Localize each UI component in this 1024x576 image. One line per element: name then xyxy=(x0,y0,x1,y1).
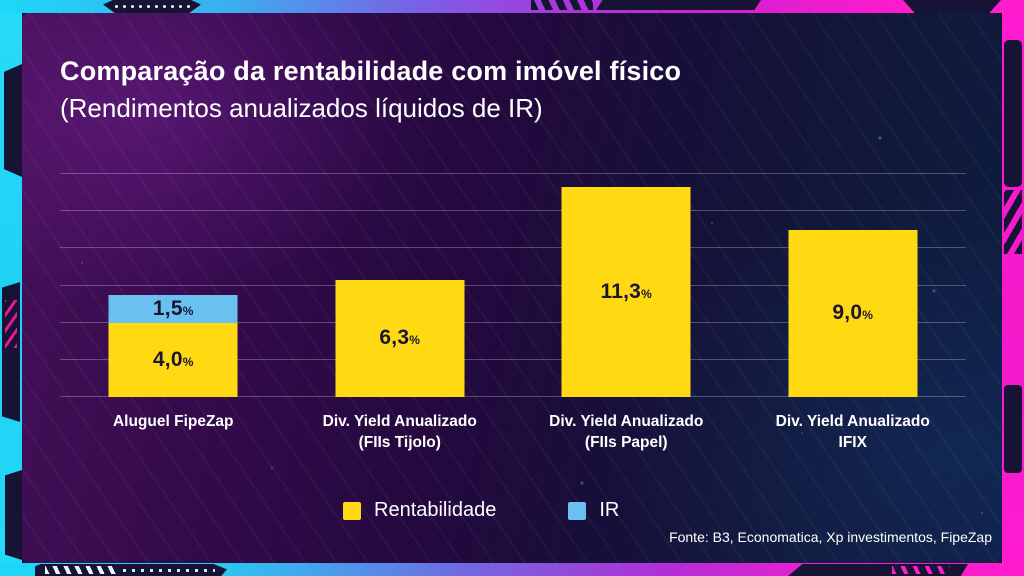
bottom-right-ornament xyxy=(788,564,968,576)
top-border-strip xyxy=(0,0,1024,13)
left-edge-ornament-bottom xyxy=(5,470,22,560)
chart-legend: Rentabilidade IR xyxy=(343,499,619,522)
value-label: 6,3% xyxy=(379,326,421,350)
percent-sign: % xyxy=(641,287,652,301)
percent-sign: % xyxy=(182,303,194,318)
hazard-stripes-icon xyxy=(5,300,17,348)
bars-row: 4,0% 1,5% Aluguel FipeZap 6,3% Div. Yield An… xyxy=(60,174,967,451)
bar: 6,3% xyxy=(335,279,465,397)
gridline xyxy=(60,173,966,174)
hazard-stripes-icon xyxy=(45,566,117,574)
percent-sign: % xyxy=(182,354,194,369)
category-label: Aluguel FipeZap xyxy=(112,413,234,430)
bottom-left-ornament xyxy=(35,564,227,576)
bar-group: 4,0% 1,5% Aluguel FipeZap xyxy=(60,174,287,430)
right-edge-chevrons-icon xyxy=(1004,190,1022,254)
page-subtitle: (Rendimentos anualizados líquidos de IR) xyxy=(60,93,543,123)
dotted-line-icon xyxy=(123,568,215,572)
bar-segment-rentabilidade: 4,0% xyxy=(108,322,238,397)
bar-group: 11,3% Div. Yield Anualizado (FIIs Papel) xyxy=(513,174,740,451)
category-label: Div. Yield Anualizado (FIIs Papel) xyxy=(549,413,704,451)
infographic-panel: Comparação da rentabilidade com imóvel f… xyxy=(22,13,1002,563)
right-edge-ornament-bottom xyxy=(1004,385,1022,473)
value-label: 9,0% xyxy=(832,301,874,325)
bar-segment-rentabilidade: 9,0% xyxy=(788,229,918,397)
gridline xyxy=(60,247,966,249)
top-trapezoid-ornament xyxy=(903,0,1001,13)
bar-segment-rentabilidade: 11,3% xyxy=(561,187,691,397)
ir-swatch-icon xyxy=(568,501,587,520)
top-bar-ornament xyxy=(596,0,761,10)
gridline xyxy=(60,396,966,397)
gridline xyxy=(60,358,966,360)
percent-sign: % xyxy=(409,333,421,348)
bar: 11,3% xyxy=(561,187,691,397)
plot-area: 4,0% 1,5% Aluguel FipeZap 6,3% Div. Yield An… xyxy=(60,173,967,451)
left-edge-ornament-top xyxy=(4,64,22,177)
gridline xyxy=(60,284,966,286)
percent-sign: % xyxy=(862,308,874,323)
bar-group: 6,3% Div. Yield Anualizado (FIIs Tijolo) xyxy=(287,174,514,451)
bar: 9,0% xyxy=(788,229,918,397)
legend-label: IR xyxy=(599,499,620,521)
gridline xyxy=(60,321,966,323)
bar-group: 9,0% Div. Yield Anualizado IFIX xyxy=(740,174,967,451)
value-label: 4,0% xyxy=(152,347,194,371)
value-label: 1,5% xyxy=(152,296,194,320)
bar: 4,0% 1,5% xyxy=(108,294,238,397)
top-dots-ornament xyxy=(103,0,201,13)
page-title: Comparação da rentabilidade com imóvel f… xyxy=(60,56,682,86)
gridline xyxy=(60,210,966,212)
category-label: Div. Yield Anualizado (FIIs Tijolo) xyxy=(322,413,477,451)
rentabilidade-swatch-icon xyxy=(343,501,361,520)
source-note: Fonte: B3, Economatica, Xp investimentos… xyxy=(669,529,992,545)
bar-segment-rentabilidade: 6,3% xyxy=(335,279,465,397)
top-slashes-ornament xyxy=(531,0,593,10)
title-block: Comparação da rentabilidade com imóvel f… xyxy=(60,53,681,126)
bar-segment-ir: 1,5% xyxy=(108,294,238,323)
bottom-border-strip xyxy=(0,563,1024,576)
hazard-stripes-icon xyxy=(892,566,950,574)
value-label: 11,3% xyxy=(600,280,652,303)
left-edge-ornament-middle xyxy=(2,282,20,422)
category-label: Div. Yield Anualizado IFIX xyxy=(775,413,930,451)
legend-label: Rentabilidade xyxy=(374,499,497,521)
legend-item-rentabilidade: Rentabilidade xyxy=(343,499,496,522)
legend-item-ir: IR xyxy=(568,499,619,522)
right-edge-ornament-top xyxy=(1004,40,1022,187)
